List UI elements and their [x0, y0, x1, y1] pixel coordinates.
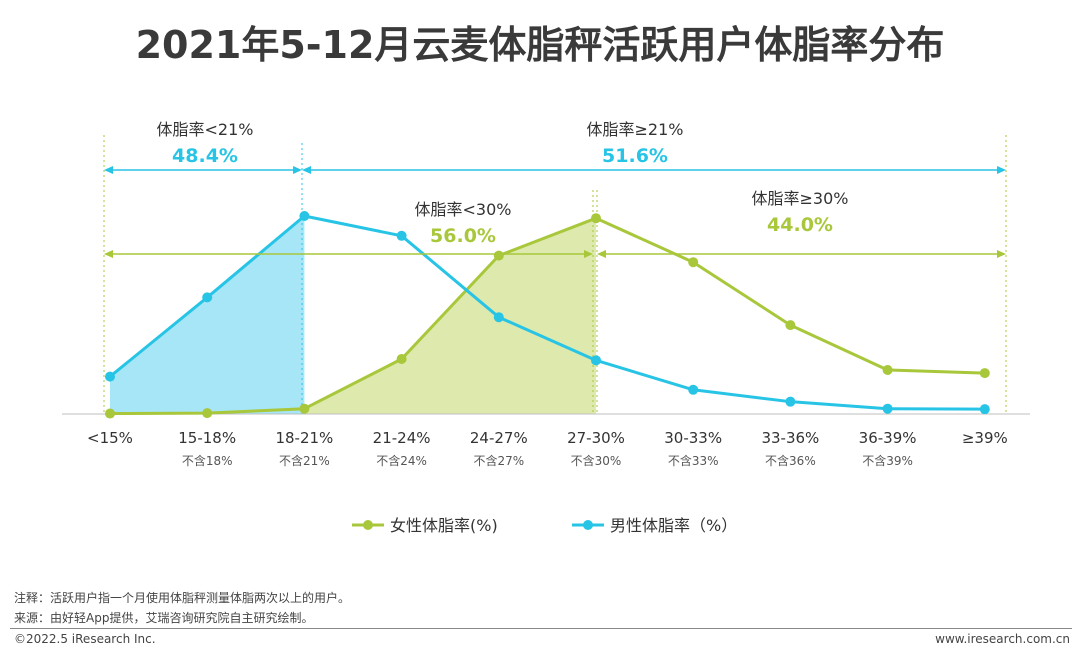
bracket-value: 44.0% [767, 214, 833, 236]
male-point [493, 312, 504, 323]
bracket-arrow-lt30-head-left [104, 250, 113, 258]
male-point [785, 396, 796, 407]
legend: 女性体脂率(%) 男性体脂率（%） [352, 516, 737, 535]
x-tick-label: ≥39% [962, 429, 1008, 447]
female-point [202, 408, 213, 419]
chart-title: 2021年5-12月云麦体脂秤活跃用户体脂率分布 [135, 23, 945, 67]
female-point [105, 408, 115, 419]
copyright-text: ©2022.5 iResearch Inc. [14, 632, 156, 646]
bracket-label: 体脂率<30% [415, 200, 512, 219]
female-point [979, 368, 990, 379]
bracket-value: 51.6% [602, 145, 668, 167]
x-tick-sublabel: 不含18% [182, 453, 233, 468]
x-tick-sublabel: 不含33% [668, 453, 719, 468]
tick-labels: <15% 15-18% 不含18% 18-21% 不含21% 21-24% 不含24% 24-… [87, 429, 1008, 468]
bracket-value: 56.0% [430, 225, 496, 247]
female-point [299, 403, 310, 414]
bracket-arrow-ge21-head-left [302, 166, 311, 174]
female-point [785, 320, 796, 331]
x-tick-label: 27-30% [567, 429, 625, 447]
x-tick-sublabel: 不含24% [376, 453, 427, 468]
x-tick-label: 24-27% [470, 429, 528, 447]
female-line [109, 216, 985, 416]
male-point [688, 384, 699, 395]
legend-male-label: 男性体脂率（%） [610, 516, 737, 535]
female-point [493, 250, 504, 261]
male-point [591, 355, 601, 366]
bracket-arrow-lt30-head-right [584, 250, 593, 258]
x-tick-label: <15% [87, 429, 133, 447]
legend-female-label: 女性体脂率(%) [390, 516, 498, 535]
series-lines [109, 214, 985, 416]
bracket-arrow-ge21-head-right [997, 166, 1006, 174]
female-point [396, 354, 407, 364]
male-point [979, 404, 990, 415]
x-tick-label: 15-18% [178, 429, 236, 447]
fat-rate-chart: <15% 15-18% 不含18% 18-21% 不含21% 21-24% 不含24% 24-… [62, 120, 1030, 535]
x-tick-label: 30-33% [664, 429, 722, 447]
bracket-label: 体脂率<21% [157, 120, 254, 139]
bracket-guides [103, 135, 1007, 414]
bracket-arrow-ge30-head-left [597, 250, 606, 258]
bracket-arrow-ge30-head-right [997, 250, 1006, 258]
legend-female-marker [363, 520, 373, 530]
x-tick-sublabel: 不含27% [473, 453, 524, 468]
x-tick-sublabel: 不含21% [279, 453, 330, 468]
x-tick-label: 18-21% [275, 429, 333, 447]
x-tick-label: 33-36% [761, 429, 819, 447]
x-tick-sublabel: 不含30% [571, 453, 622, 468]
bracket-label: 体脂率≥30% [752, 189, 849, 208]
chart-areas [110, 216, 596, 414]
legend-male-marker [583, 520, 593, 530]
bracket-arrow-lt21-head-right [293, 166, 302, 174]
male-point [882, 403, 893, 414]
female-point [882, 365, 893, 375]
bracket-annotations: 体脂率<21% 48.4% 体脂率≥21% 51.6% 体脂率<30% 56.0% 体脂率≥… [104, 120, 1006, 258]
male-line [109, 214, 985, 411]
male-point [299, 211, 310, 221]
series-points [105, 211, 990, 419]
source-text: 来源：由好轻App提供，艾瑞咨询研究院自主研究绘制。 [14, 611, 314, 625]
male-area [110, 216, 305, 414]
female-point [591, 213, 601, 224]
x-tick-sublabel: 不含39% [862, 453, 913, 468]
footer-divider [10, 628, 1072, 629]
male-point [202, 292, 213, 303]
bracket-label: 体脂率≥21% [587, 120, 684, 139]
bracket-value: 48.4% [172, 145, 238, 167]
website-text: www.iresearch.com.cn [935, 632, 1070, 646]
female-area [304, 218, 596, 414]
female-point [688, 257, 699, 268]
bracket-arrow-lt21-head-left [104, 166, 113, 174]
x-tick-label: 36-39% [859, 429, 917, 447]
x-tick-sublabel: 不含36% [765, 453, 816, 468]
male-point [105, 371, 115, 382]
male-point [396, 230, 407, 241]
x-tick-label: 21-24% [373, 429, 431, 447]
note-text: 注释：活跃用户指一个月使用体脂秤测量体脂两次以上的用户。 [14, 591, 351, 605]
